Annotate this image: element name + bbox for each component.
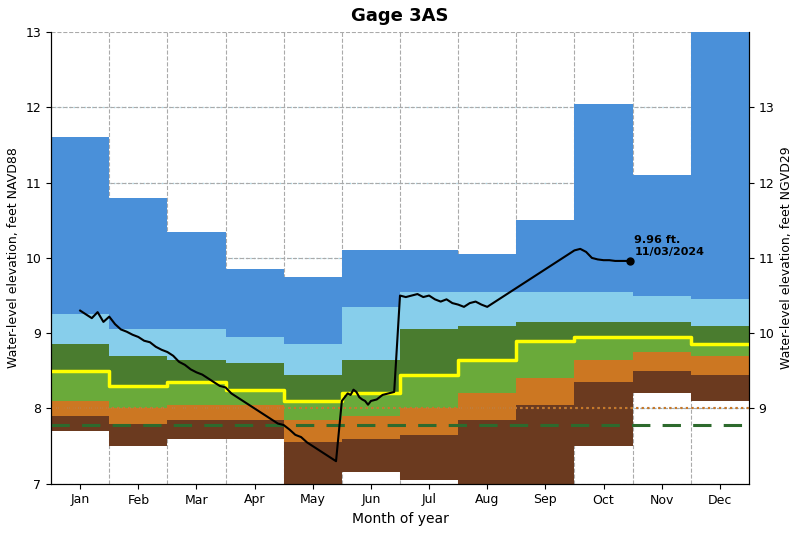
Y-axis label: Water-level elevation, feet NAVD88: Water-level elevation, feet NAVD88 bbox=[7, 148, 20, 368]
X-axis label: Month of year: Month of year bbox=[351, 512, 449, 526]
Text: 9.96 ft.
11/03/2024: 9.96 ft. 11/03/2024 bbox=[634, 235, 704, 257]
Title: Gage 3AS: Gage 3AS bbox=[351, 7, 449, 25]
Y-axis label: Water-level elevation, feet NGVD29: Water-level elevation, feet NGVD29 bbox=[780, 147, 793, 369]
